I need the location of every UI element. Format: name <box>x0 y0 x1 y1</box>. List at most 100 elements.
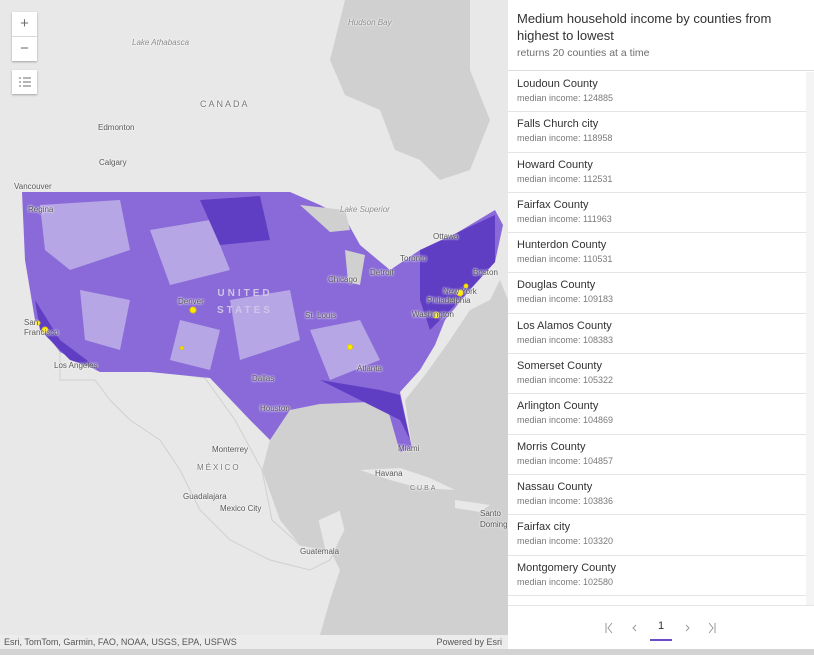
map-label: Philadelphia <box>427 296 471 305</box>
map-label: Denver <box>178 297 204 306</box>
powered-by-text: Powered by <box>436 637 484 647</box>
highlighted-counties <box>35 283 469 350</box>
list-item[interactable]: Morris County median income: 104857 <box>508 435 806 475</box>
county-name: Arlington County <box>517 400 599 413</box>
map-label: UNITED STATES <box>217 288 273 316</box>
map-label: Toronto <box>400 254 427 263</box>
list-item[interactable]: Loudoun County median income: 124885 <box>508 72 806 113</box>
map-label: CUBA <box>410 485 438 492</box>
current-page[interactable]: 1 <box>657 620 665 632</box>
median-income: median income: 108383 <box>517 334 614 345</box>
pagination: 1 <box>508 605 814 650</box>
list-icon <box>18 77 31 87</box>
median-income: median income: 102580 <box>517 576 614 587</box>
list-item[interactable]: Los Alamos County median income: 108383 <box>508 314 806 355</box>
map-label: Lake Superior <box>340 205 390 214</box>
map-label: Calgary <box>99 158 127 167</box>
map-label: Vancouver <box>14 182 52 191</box>
mexico-land <box>59 349 346 571</box>
map-label: Lake Athabasca <box>132 38 190 47</box>
list-item[interactable]: Douglas County median income: 109183 <box>508 273 806 314</box>
county-name: Hunterdon County <box>517 239 607 252</box>
median-income: median income: 110531 <box>517 254 613 265</box>
list-item[interactable]: Howard County median income: 112531 <box>508 153 806 193</box>
first-page[interactable] <box>605 622 613 634</box>
list-item[interactable]: Fairfax city median income: 103320 <box>508 515 806 556</box>
attribution-bar: Esri, TomTom, Garmin, FAO, NOAA, USGS, E… <box>0 635 508 649</box>
map-label: Havana <box>375 469 403 478</box>
map-label: Ottawa <box>433 232 459 241</box>
list-item[interactable]: Falls Church city median income: 118958 <box>508 112 806 153</box>
list-item[interactable]: Nassau County median income: 103836 <box>508 475 806 516</box>
esri-link[interactable]: Esri <box>486 637 503 647</box>
median-income: median income: 104857 <box>517 455 614 466</box>
panel-title: Medium household income by counties from… <box>517 11 772 43</box>
county-name: Morris County <box>517 440 586 453</box>
list-item[interactable]: Fairfax County median income: 111963 <box>508 193 806 234</box>
map-label: Houston <box>260 404 290 413</box>
map-label: Boston <box>473 268 498 277</box>
map-label: Miami <box>398 444 420 453</box>
median-income: median income: 105322 <box>517 375 614 386</box>
map-label: Los Angeles <box>54 361 98 370</box>
median-income: median income: 112531 <box>517 173 613 184</box>
median-income: median income: 124885 <box>517 93 614 103</box>
zoom-in[interactable]: + <box>12 12 37 37</box>
county-name: Fairfax city <box>517 521 571 534</box>
list-item[interactable]: Hunterdon County median income: 110531 <box>508 233 806 274</box>
median-income: median income: 104869 <box>517 415 614 426</box>
map-label: Hudson Bay <box>348 18 392 27</box>
panel-header: Medium household income by counties from… <box>508 0 814 71</box>
list-item[interactable]: Arlington County median income: 104869 <box>508 394 806 435</box>
map-label: Chicago <box>328 275 358 284</box>
map-label: Detroit <box>370 268 394 277</box>
county-name: Nassau County <box>517 480 593 493</box>
great-lakes <box>300 205 365 285</box>
hudson-bay <box>395 20 450 110</box>
map-label: St. Louis <box>305 311 337 320</box>
county-list: Loudoun County median income: 124885 Falls… <box>508 72 806 604</box>
zoom-out[interactable]: − <box>12 37 37 61</box>
map-label: Santo Domingo <box>480 509 508 529</box>
map-label: Dallas <box>252 374 275 383</box>
layer-list-button[interactable] <box>12 70 37 94</box>
map-label: Guatemala <box>300 547 340 556</box>
prev-page[interactable] <box>632 624 637 632</box>
next-page[interactable] <box>685 624 690 632</box>
map-label: Guadalajara <box>183 492 227 501</box>
county-name: Douglas County <box>517 279 596 292</box>
map-label: Edmonton <box>98 123 135 132</box>
map-label: Monterrey <box>212 445 249 454</box>
median-income: median income: 118958 <box>517 133 613 144</box>
side-panel: Medium household income by counties from… <box>508 0 814 649</box>
attribution: Esri, TomTom, Garmin, FAO, NOAA, USGS, E… <box>4 637 237 647</box>
map-label: Regina <box>28 205 54 214</box>
map-label: New York <box>443 287 477 296</box>
caribbean-islands <box>360 468 490 512</box>
map-label: MÉXICO <box>197 463 241 472</box>
median-income: median income: 109183 <box>517 294 614 305</box>
scrollbar <box>806 72 814 605</box>
map-label: Atlanta <box>357 364 382 373</box>
panel-subtitle: returns 20 counties at a time <box>517 47 650 59</box>
powered-by: Powered by Esri <box>436 635 502 649</box>
list-item[interactable]: Somerset County median income: 105322 <box>508 354 806 395</box>
basemap <box>0 0 508 635</box>
last-page[interactable] <box>708 622 716 634</box>
county-name: Howard County <box>517 158 593 171</box>
county-name: Montgomery County <box>517 561 617 574</box>
county-name: Loudoun County <box>517 78 598 90</box>
median-income: median income: 103836 <box>517 495 614 506</box>
median-income: median income: 111963 <box>517 213 612 224</box>
list-item[interactable]: Montgomery County median income: 102580 <box>508 556 806 596</box>
county-name: Los Alamos County <box>517 319 612 332</box>
county-name: Falls Church city <box>517 118 599 131</box>
map-label: CANADA <box>200 99 250 109</box>
county-shading-light <box>40 200 380 380</box>
map[interactable]: Lake Athabasca Hudson Bay CANADA Edmonto… <box>0 0 508 649</box>
pager-arrows <box>605 622 716 641</box>
map-label: Mexico City <box>220 504 262 513</box>
median-income: median income: 103320 <box>517 536 614 547</box>
county-name: Somerset County <box>517 360 602 373</box>
